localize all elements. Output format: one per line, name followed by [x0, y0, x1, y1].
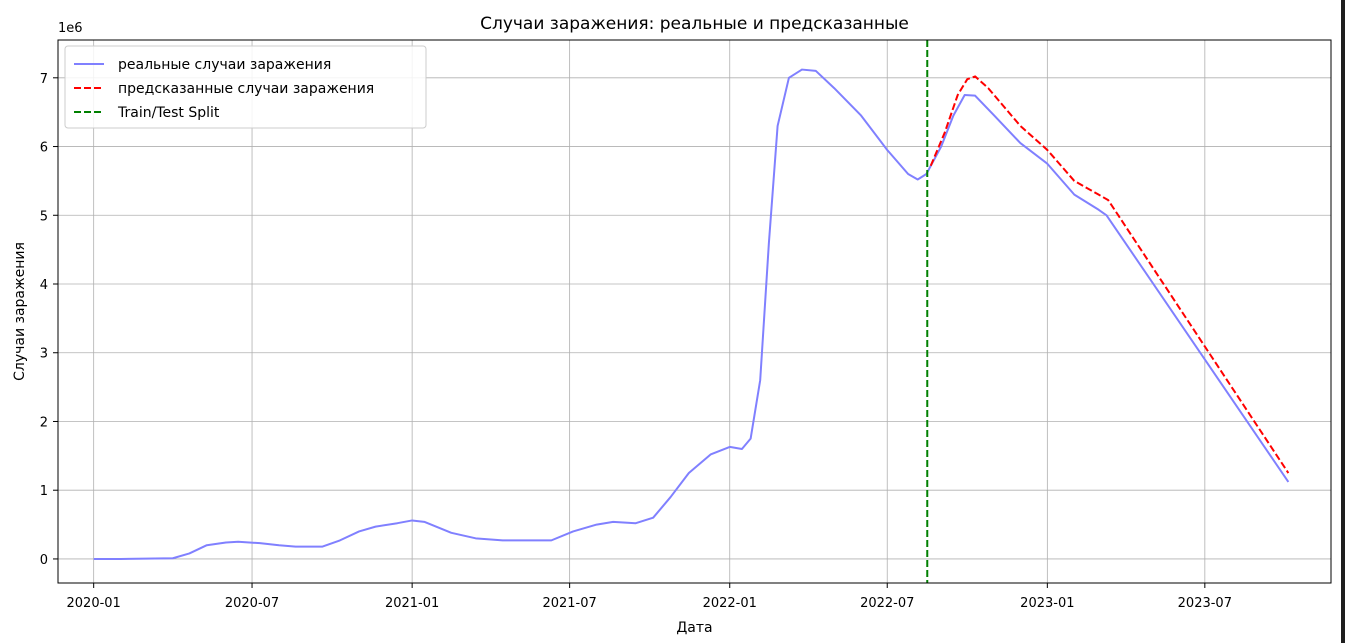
y-tick-label: 6: [40, 141, 48, 156]
y-tick-label: 0: [40, 553, 48, 568]
y-tick-label: 3: [40, 347, 48, 362]
legend-predicted-label: предсказанные случаи заражения: [118, 81, 374, 97]
y-tick-label: 1: [40, 484, 48, 499]
x-tick-label: 2022-07: [860, 596, 914, 611]
x-tick-label: 2020-01: [67, 596, 121, 611]
x-tick-label: 2021-07: [542, 596, 596, 611]
x-tick-label: 2022-01: [703, 596, 757, 611]
y-tick-label: 2: [40, 415, 48, 430]
legend-split-label: Train/Test Split: [117, 105, 220, 121]
y-axis-title: Случаи заражения: [12, 242, 28, 381]
y-offset-label: 1e6: [58, 21, 83, 36]
legend: реальные случаи заражения предсказанные с…: [64, 45, 427, 129]
y-tick-label: 5: [40, 209, 48, 224]
x-tick-label: 2020-07: [225, 596, 279, 611]
x-tick-label: 2023-01: [1020, 596, 1074, 611]
x-tick-label: 2021-01: [385, 596, 439, 611]
predicted-cases-line: [929, 75, 1290, 474]
grid-lines: [58, 40, 1331, 583]
x-axis-title: Дата: [676, 620, 712, 636]
legend-actual-label: реальные случаи заражения: [118, 57, 331, 73]
actual-cases-line: [93, 68, 1290, 560]
plot-frame: [57, 39, 1332, 584]
y-tick-label: 4: [40, 278, 48, 293]
y-tick-label: 7: [40, 72, 48, 87]
legend-box: [64, 45, 427, 129]
chart-title: Случаи заражения: реальные и предсказанн…: [480, 14, 909, 34]
plot-area: [58, 40, 1331, 583]
x-tick-label: 2023-07: [1178, 596, 1232, 611]
